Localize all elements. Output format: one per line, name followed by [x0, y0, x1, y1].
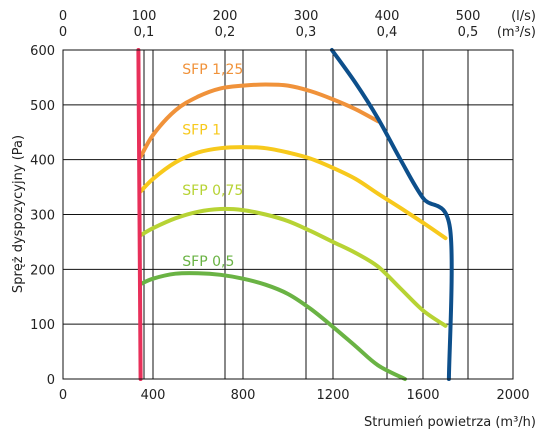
top-tick-label-m3s: 0,3 — [296, 25, 317, 40]
x-axis-title: Strumień powietrza (m³/h) — [364, 415, 536, 430]
curve-sfp-0-5 — [138, 271, 407, 381]
top-tick-label-ls: 500 — [456, 9, 481, 24]
top-tick-label-m3s: 0,2 — [215, 25, 236, 40]
top-tick-label-m3s: 0 — [59, 25, 67, 40]
top-tick-label-m3s: 0,5 — [458, 25, 479, 40]
boundary-line-5 — [329, 48, 454, 381]
y-tick-label: 100 — [30, 318, 55, 333]
top-tick-label-ls: 200 — [213, 9, 238, 24]
x-tick-label: 800 — [231, 388, 256, 403]
grid-lines — [63, 50, 513, 379]
curve-sfp-1 — [138, 145, 448, 241]
y-axis-title: Spręż dyspozycyjny (Pa) — [11, 135, 26, 293]
top-tick-label-ls: 0 — [59, 9, 67, 24]
curve-sfp-1-25 — [138, 82, 380, 159]
top-axis-unit-m3s: (m³/s) — [497, 25, 536, 40]
top-tick-label-m3s: 0,1 — [134, 25, 155, 40]
top-tick-label-ls: 100 — [132, 9, 157, 24]
y-tick-label: 400 — [30, 154, 55, 169]
plot-frame — [62, 49, 514, 380]
x-tick-label: 0 — [59, 388, 67, 403]
y-tick-label: 600 — [30, 44, 55, 59]
y-tick-label: 200 — [30, 263, 55, 278]
y-tick-label: 300 — [30, 209, 55, 224]
y-tick-label: 0 — [47, 373, 55, 388]
boundary-line-4 — [136, 48, 143, 381]
x-tick-label: 2000 — [496, 388, 529, 403]
curve-label: SFP 0,75 — [182, 183, 243, 199]
x-tick-label: 1600 — [406, 388, 439, 403]
curve-labels: SFP 1,25 SFP 1 SFP 0,75 SFP 0,5 — [182, 62, 243, 270]
x-tick-label: 1200 — [316, 388, 349, 403]
top-tick-label-ls: 300 — [294, 9, 319, 24]
x-tick-label: 400 — [141, 388, 166, 403]
top-axis-unit-ls: (l/s) — [511, 9, 536, 24]
curve-sfp-0-75 — [138, 206, 448, 328]
curve-label: SFP 0,5 — [182, 254, 234, 270]
curve-label: SFP 1 — [182, 123, 221, 139]
top-tick-label-ls: 400 — [375, 9, 400, 24]
curves — [136, 48, 454, 381]
y-tick-label: 500 — [30, 99, 55, 114]
top-tick-label-m3s: 0,4 — [377, 25, 398, 40]
curve-label: SFP 1,25 — [182, 62, 243, 78]
